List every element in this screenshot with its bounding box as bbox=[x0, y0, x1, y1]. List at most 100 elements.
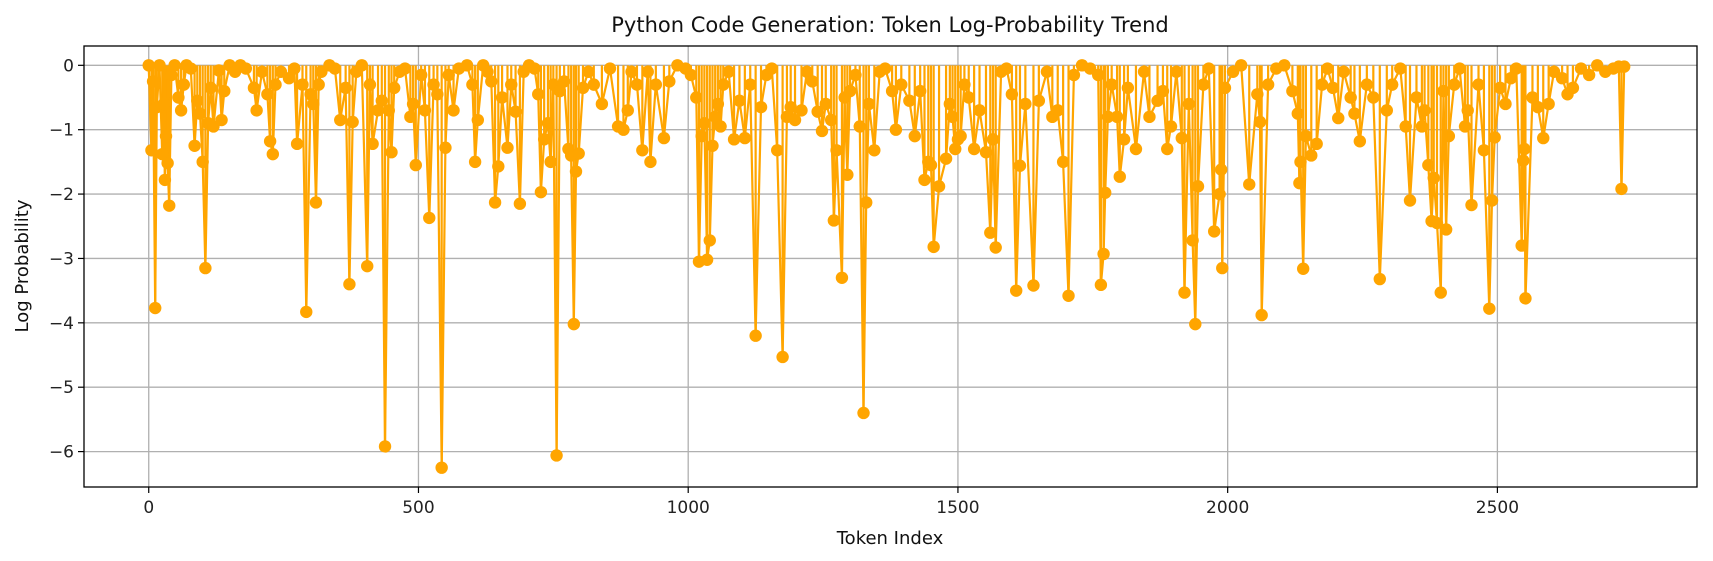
data-point bbox=[1348, 107, 1361, 120]
data-point bbox=[191, 94, 204, 107]
data-point bbox=[304, 88, 317, 101]
data-point bbox=[949, 142, 962, 156]
y-tick-label: −3 bbox=[49, 249, 74, 269]
data-point bbox=[406, 97, 420, 111]
data-point bbox=[204, 81, 217, 95]
data-point bbox=[481, 65, 494, 78]
data-point bbox=[595, 97, 609, 111]
y-tick-label: −4 bbox=[49, 314, 74, 334]
data-point bbox=[1253, 115, 1267, 129]
data-point bbox=[636, 144, 649, 157]
data-point bbox=[1261, 78, 1275, 91]
data-point bbox=[903, 94, 916, 107]
data-point bbox=[576, 81, 590, 95]
data-point bbox=[868, 144, 881, 157]
data-point bbox=[860, 196, 873, 209]
data-point bbox=[290, 137, 304, 151]
data-point bbox=[199, 261, 212, 275]
chart-title: Python Code Generation: Token Log-Probab… bbox=[611, 13, 1168, 37]
data-point bbox=[727, 133, 741, 146]
data-point bbox=[398, 62, 412, 75]
data-point bbox=[776, 350, 789, 364]
data-point bbox=[913, 84, 927, 98]
data-point bbox=[717, 78, 730, 91]
data-point bbox=[300, 305, 313, 319]
data-point bbox=[528, 62, 541, 75]
data-point bbox=[1477, 144, 1491, 157]
data-point bbox=[1373, 272, 1386, 286]
data-point bbox=[1434, 286, 1447, 299]
data-point bbox=[1255, 308, 1268, 322]
data-point bbox=[1461, 104, 1474, 117]
data-point bbox=[714, 120, 727, 133]
data-point bbox=[361, 259, 374, 273]
data-point bbox=[1367, 91, 1380, 104]
data-point bbox=[156, 147, 169, 161]
data-point bbox=[355, 59, 369, 72]
data-point bbox=[346, 115, 359, 129]
data-point bbox=[703, 234, 716, 247]
data-point bbox=[1582, 68, 1596, 82]
data-point bbox=[460, 59, 474, 72]
x-tick-label: 500 bbox=[402, 498, 434, 518]
data-point bbox=[188, 139, 201, 152]
data-point bbox=[1216, 261, 1229, 275]
data-point bbox=[1403, 194, 1417, 207]
data-point bbox=[165, 68, 178, 82]
data-point bbox=[145, 144, 158, 157]
data-point bbox=[1422, 158, 1435, 172]
data-point bbox=[1465, 198, 1478, 212]
data-point bbox=[1067, 68, 1081, 82]
data-point bbox=[1458, 120, 1472, 133]
data-point bbox=[889, 123, 903, 136]
data-point bbox=[334, 113, 347, 127]
data-point bbox=[1415, 120, 1429, 133]
data-point bbox=[378, 440, 392, 453]
data-point bbox=[1161, 142, 1174, 156]
data-point bbox=[946, 110, 959, 124]
data-point bbox=[1213, 187, 1226, 201]
data-point bbox=[196, 155, 209, 169]
data-point bbox=[830, 144, 843, 157]
data-point bbox=[366, 137, 379, 151]
data-point bbox=[663, 75, 676, 88]
data-point bbox=[1005, 88, 1019, 101]
data-point bbox=[690, 91, 703, 104]
data-point bbox=[193, 107, 207, 120]
data-point bbox=[695, 129, 708, 143]
data-point bbox=[1517, 154, 1530, 167]
data-point bbox=[385, 146, 398, 159]
data-point bbox=[1437, 84, 1450, 98]
data-point bbox=[979, 146, 993, 159]
data-point bbox=[1207, 225, 1221, 238]
x-tick-label: 2000 bbox=[1206, 498, 1249, 518]
data-point bbox=[282, 71, 296, 85]
data-point bbox=[1129, 142, 1143, 156]
data-point bbox=[1504, 71, 1518, 85]
data-point bbox=[973, 104, 986, 117]
data-point bbox=[954, 129, 967, 143]
data-point bbox=[218, 84, 231, 98]
data-point bbox=[1091, 68, 1105, 82]
y-axis-label: Log Probability bbox=[12, 199, 33, 332]
data-point bbox=[215, 113, 228, 127]
data-point bbox=[918, 173, 931, 187]
data-point bbox=[1315, 78, 1329, 91]
data-point bbox=[857, 406, 870, 420]
data-point bbox=[989, 241, 1002, 254]
data-point bbox=[1483, 302, 1496, 315]
data-point bbox=[927, 240, 940, 254]
data-point bbox=[1360, 78, 1374, 91]
data-point bbox=[738, 131, 752, 145]
data-point bbox=[1101, 110, 1115, 124]
data-point bbox=[862, 97, 876, 111]
data-point bbox=[788, 113, 802, 127]
data-point bbox=[849, 68, 862, 82]
data-point bbox=[1186, 234, 1199, 247]
data-point bbox=[1094, 278, 1108, 292]
data-point bbox=[212, 64, 226, 77]
data-point bbox=[984, 226, 997, 239]
data-point bbox=[1453, 62, 1466, 75]
data-point bbox=[485, 75, 498, 88]
x-tick-label: 0 bbox=[143, 498, 154, 518]
